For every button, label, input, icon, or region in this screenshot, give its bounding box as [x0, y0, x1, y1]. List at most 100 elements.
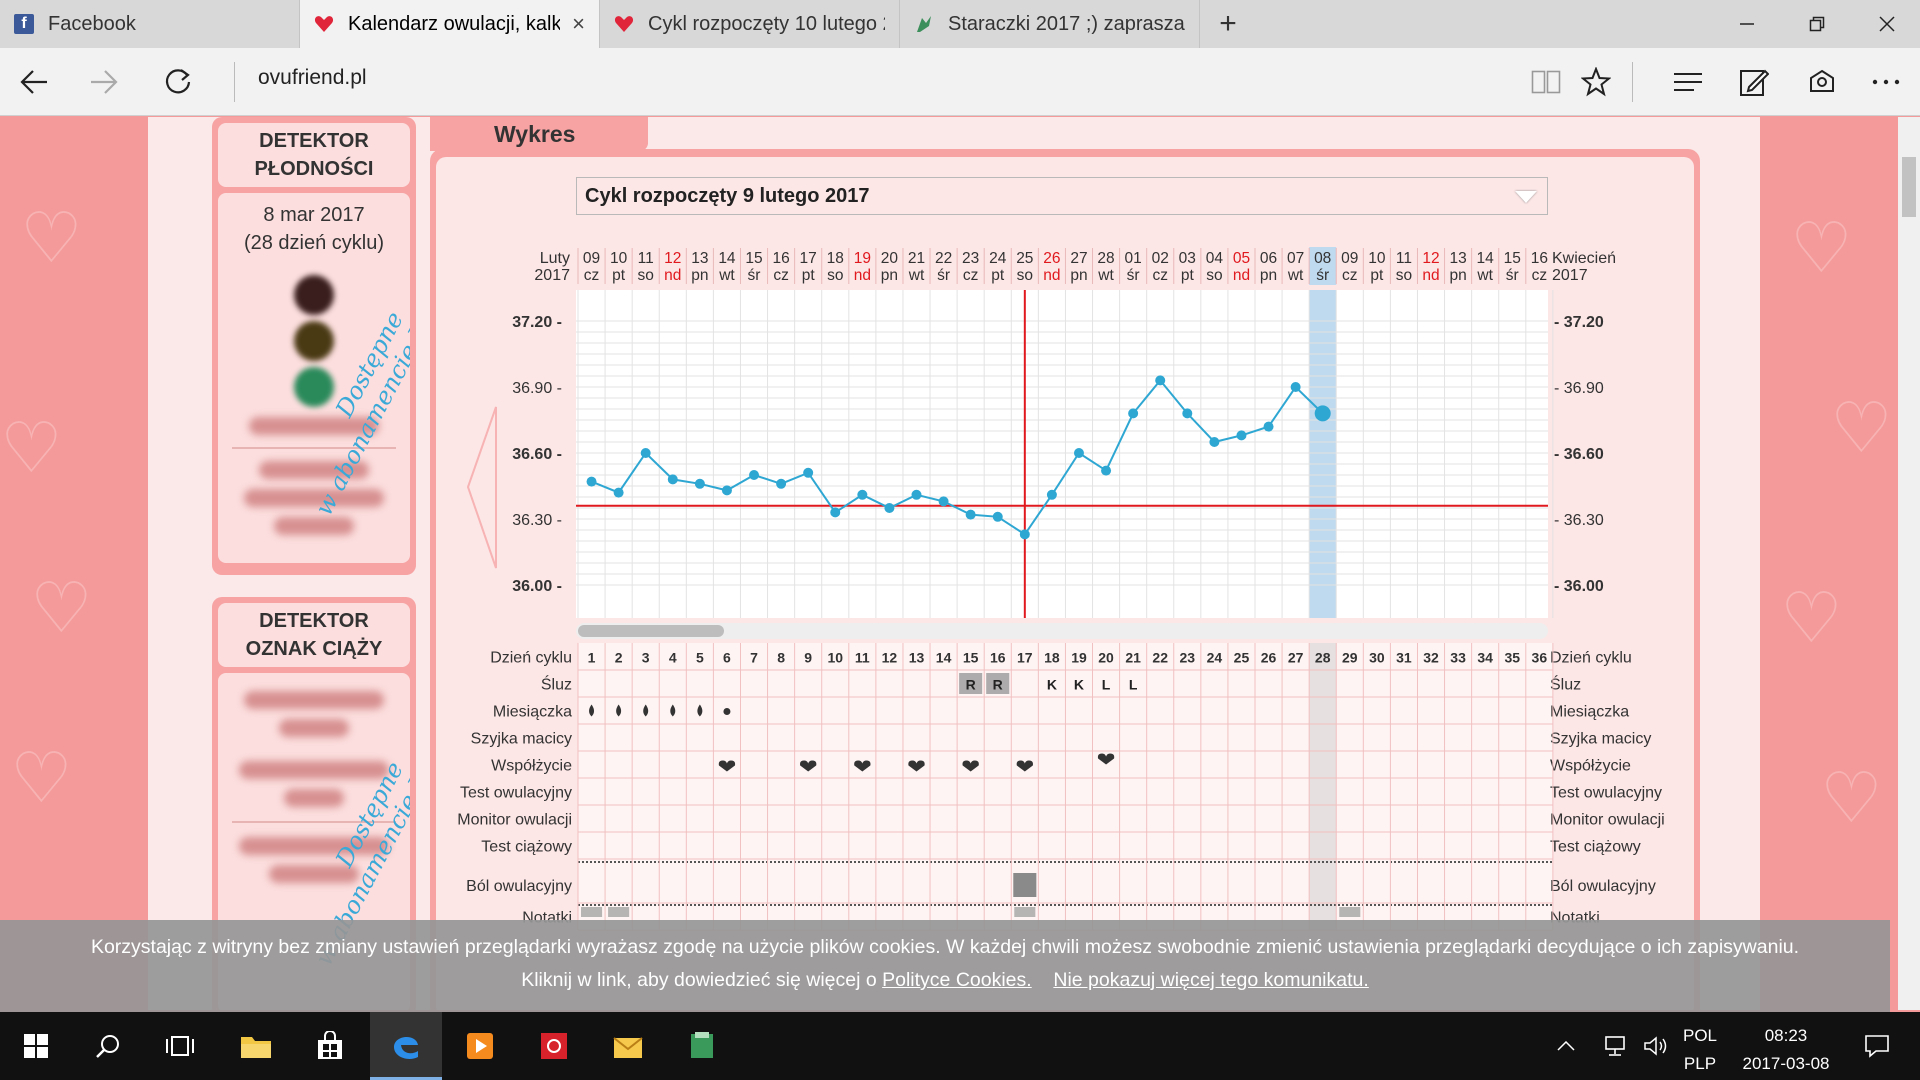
- heart-icon: [614, 14, 634, 34]
- temperature-point: [992, 511, 1003, 522]
- row-label-right: Śluz: [1550, 675, 1581, 694]
- store-icon[interactable]: [294, 1012, 366, 1080]
- media-player-icon[interactable]: [444, 1012, 516, 1080]
- photo-app-icon[interactable]: [518, 1012, 590, 1080]
- date-label: 02: [1152, 250, 1169, 267]
- weekday-label: pn: [1260, 267, 1277, 284]
- temperature-point: [857, 489, 868, 500]
- close-icon[interactable]: ×: [572, 11, 585, 36]
- cycle-day-number: 7: [750, 650, 758, 666]
- date-label: 01: [1125, 250, 1142, 267]
- new-tab-button[interactable]: +: [1219, 7, 1237, 40]
- hub-icon[interactable]: [1666, 60, 1710, 104]
- blurred-text: [284, 789, 344, 807]
- keyboard-layout[interactable]: PLP: [1683, 1054, 1717, 1073]
- weekday-label: nd: [1233, 267, 1250, 284]
- clock-time[interactable]: 08:23: [1764, 1026, 1808, 1045]
- file-explorer-icon[interactable]: [220, 1012, 292, 1080]
- heart-icon: ♡: [20, 199, 83, 277]
- cycle-day-number: 13: [909, 650, 925, 666]
- cycle-day-number: 18: [1044, 650, 1060, 666]
- page-scrollbar[interactable]: [1898, 117, 1920, 1010]
- blurred-text: [279, 719, 349, 737]
- temperature-point: [1046, 489, 1057, 500]
- reading-view-icon[interactable]: [1524, 60, 1568, 104]
- search-icon[interactable]: [72, 1012, 144, 1080]
- mail-app-icon[interactable]: [592, 1012, 664, 1080]
- y-tick-label-right: - 37.20: [1554, 314, 1604, 331]
- y-tick-label-right: - 36.30: [1554, 512, 1604, 529]
- row-label-left: Miesiączka: [493, 704, 572, 721]
- minimize-icon[interactable]: [1712, 0, 1782, 48]
- restore-icon[interactable]: [1782, 0, 1852, 48]
- web-note-icon[interactable]: [1732, 60, 1776, 104]
- task-view-icon[interactable]: [144, 1012, 216, 1080]
- cycle-day-number: 33: [1450, 650, 1466, 666]
- date-label: 03: [1179, 250, 1196, 267]
- date-label: 07: [1287, 250, 1304, 267]
- tab-wykres[interactable]: Wykres: [430, 117, 648, 151]
- date-label: 14: [718, 250, 736, 267]
- date-label: 16: [1531, 250, 1548, 267]
- tab-cycle[interactable]: Cykl rozpoczęty 10 lutego 2: [600, 0, 900, 48]
- cycle-day-number: 23: [1180, 650, 1196, 666]
- weekday-label: śr: [748, 267, 761, 284]
- date-label: 11: [1396, 250, 1412, 267]
- share-icon[interactable]: [1800, 60, 1844, 104]
- weekday-label: wt: [1476, 267, 1493, 284]
- temperature-point: [1101, 465, 1112, 476]
- cycle-day-number: 11: [855, 650, 870, 666]
- favorite-star-icon[interactable]: [1574, 60, 1618, 104]
- heart-icon: ♡: [1820, 759, 1883, 837]
- windows-start-icon[interactable]: [0, 1012, 72, 1080]
- plot-area: [576, 290, 1548, 618]
- date-label: 08: [1314, 250, 1331, 267]
- today-header-highlight: [1309, 247, 1337, 285]
- temperature-point: [1209, 437, 1220, 447]
- cycle-day-number: 10: [827, 650, 843, 666]
- chevron-up-icon[interactable]: [1546, 1012, 1586, 1080]
- back-icon[interactable]: [10, 58, 58, 106]
- tab-calendar[interactable]: Kalendarz owulacji, kalk ×: [300, 0, 600, 48]
- note-marker: [1339, 907, 1361, 917]
- row-label-right: Szyjka macicy: [1550, 731, 1651, 748]
- weekday-label: wt: [1287, 267, 1304, 284]
- forward-icon[interactable]: [80, 58, 128, 106]
- window-close-icon[interactable]: [1852, 0, 1920, 48]
- previous-cycle-arrow[interactable]: [466, 405, 498, 570]
- cycle-day-number: 30: [1369, 650, 1385, 666]
- green-app-icon[interactable]: [666, 1012, 738, 1080]
- cycle-day-number: 26: [1261, 650, 1277, 666]
- blurred-text: [269, 865, 359, 883]
- temperature-point: [1073, 448, 1084, 458]
- scroll-thumb[interactable]: [1902, 157, 1916, 217]
- clock-date[interactable]: 2017-03-08: [1742, 1054, 1830, 1073]
- weekday-label: wt: [718, 267, 735, 284]
- blurred-text: [249, 417, 379, 435]
- browser-tab-bar: f Facebook Kalendarz owulacji, kalk × Cy…: [0, 0, 1920, 48]
- temperature-point: [1314, 405, 1331, 422]
- refresh-icon[interactable]: [154, 58, 202, 106]
- volume-icon[interactable]: [1636, 1012, 1676, 1080]
- tab-title: Staraczki 2017 ;) zapraszam: [948, 12, 1185, 35]
- edge-browser-icon[interactable]: [370, 1012, 442, 1080]
- intercourse-heart-icon: [800, 760, 817, 772]
- weekday-label: pn: [881, 267, 898, 284]
- cookie-dismiss-link[interactable]: Nie pokazuj więcej tego komunikatu.: [1053, 969, 1369, 991]
- network-icon[interactable]: [1594, 1012, 1634, 1080]
- cookie-policy-link[interactable]: Polityce Cookies.: [882, 969, 1032, 991]
- blurred-text: [274, 517, 354, 535]
- date-label: 23: [962, 250, 979, 267]
- cycle-select[interactable]: Cykl rozpoczęty 9 lutego 2017: [576, 177, 1548, 215]
- language-indicator[interactable]: POL: [1682, 1026, 1718, 1045]
- more-icon[interactable]: [1864, 60, 1908, 104]
- weekday-label: so: [1206, 267, 1222, 284]
- weekday-label: cz: [773, 267, 789, 284]
- notifications-icon[interactable]: [1852, 1012, 1902, 1080]
- url-field[interactable]: ovufriend.pl: [258, 66, 367, 89]
- chevron-down-icon: [1515, 191, 1537, 203]
- date-label: 28: [1097, 250, 1114, 267]
- tab-staraczki[interactable]: Staraczki 2017 ;) zapraszam: [900, 0, 1200, 48]
- row-label-right: Test owulacyjny: [1550, 785, 1662, 802]
- tab-facebook[interactable]: f Facebook: [0, 0, 300, 48]
